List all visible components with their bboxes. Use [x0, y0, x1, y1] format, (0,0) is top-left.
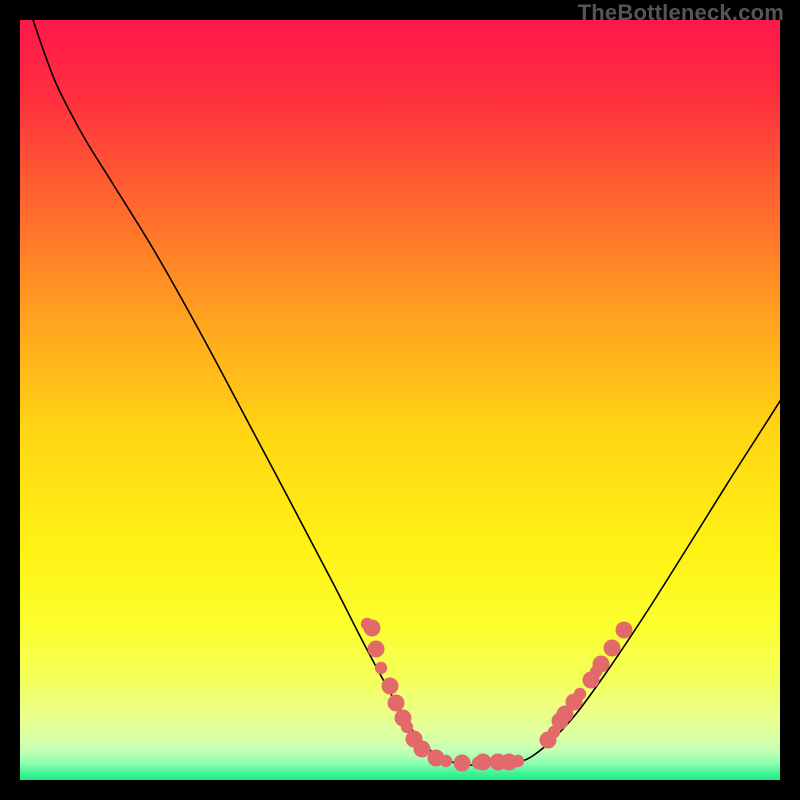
data-marker [440, 755, 452, 767]
data-marker [454, 755, 471, 772]
chart-svg [0, 0, 800, 800]
data-marker [512, 755, 524, 767]
data-marker [616, 622, 633, 639]
data-marker [375, 662, 387, 674]
data-marker [574, 688, 586, 700]
data-marker [593, 656, 610, 673]
watermark-text: TheBottleneck.com [578, 0, 784, 26]
data-marker [364, 620, 381, 637]
data-marker [368, 641, 385, 658]
plot-bg [20, 20, 780, 780]
chart-stage: TheBottleneck.com [0, 0, 800, 800]
data-marker [604, 640, 621, 657]
data-marker [388, 695, 405, 712]
data-marker [475, 754, 492, 771]
data-marker [414, 741, 431, 758]
data-marker [382, 678, 399, 695]
